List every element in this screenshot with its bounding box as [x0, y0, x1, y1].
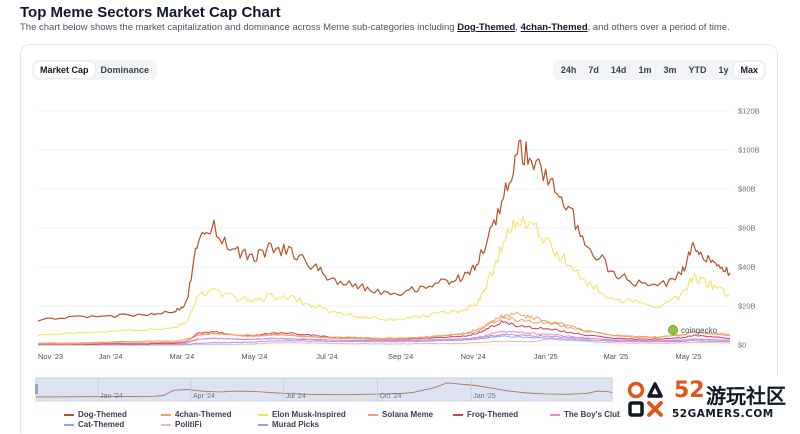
legend-item-dog[interactable]: Dog-Themed [64, 410, 127, 419]
legend-label: The Boy's Club [564, 410, 622, 419]
y-tick-label: $0 [738, 341, 746, 350]
navigator-tick-label: Oct '24 [379, 393, 401, 400]
y-axis: $0 $20B $40B $60B $80B $100B $120B [738, 107, 760, 350]
x-tick-label: Nov '23 [38, 352, 63, 361]
legend-swatch [161, 413, 171, 416]
legend-item-elon[interactable]: Elon Musk-Inspired [258, 410, 346, 419]
x-tick-label: May '24 [241, 352, 267, 361]
navigator-tick-label: Jan '24 [100, 393, 122, 400]
legend-label: 4chan-Themed [175, 410, 232, 419]
coingecko-watermark: coingecko [668, 325, 717, 335]
x-tick-label: Nov '24 [461, 352, 486, 361]
x-tick-label: Mar '25 [603, 352, 628, 361]
legend-swatch [64, 423, 74, 426]
series-line-elon [37, 216, 731, 337]
navigator-tick-label: Jul '24 [286, 393, 306, 400]
x-tick-label: Jul '24 [316, 352, 337, 361]
legend-label: Murad Picks [272, 420, 320, 429]
legend-swatch [258, 413, 268, 416]
range-ytd[interactable]: YTD [688, 65, 707, 75]
y-tick-label: $20B [738, 302, 756, 311]
navigator-series-line [35, 382, 613, 398]
legend-item-boys[interactable]: The Boy's Club [550, 410, 622, 419]
range-14d[interactable]: 14d [610, 65, 627, 75]
legend-item-politifi[interactable]: PolitiFi [161, 420, 202, 429]
x-tick-label: Jan '25 [534, 352, 558, 361]
series-line-frog [37, 320, 731, 346]
legend-item-frog[interactable]: Frog-Themed [453, 410, 518, 419]
series-line-dog [37, 139, 731, 322]
dog-themed-link[interactable]: Dog-Themed [457, 22, 516, 33]
legend-label: Cat-Themed [78, 420, 125, 429]
series-line-politifi [37, 338, 730, 346]
y-tick-label: $60B [738, 224, 756, 233]
x-tick-label: Sep '24 [388, 352, 413, 361]
legend-swatch [550, 413, 560, 416]
watermark-domain: 52GAMERS.COM [672, 408, 774, 420]
series-line-boys [37, 330, 731, 346]
range-navigator[interactable]: Jan '24 Apr '24 Jul '24 Oct '24 Jan '25 [35, 377, 613, 402]
range-max[interactable]: Max [734, 62, 764, 78]
series-line-cat [37, 335, 731, 346]
subtitle-text-end: , and others over a period of time. [587, 22, 730, 33]
page-subtitle: The chart below shows the market capital… [20, 22, 730, 33]
legend-item-cat[interactable]: Cat-Themed [64, 420, 124, 429]
gridlines [38, 110, 730, 346]
x-tick-label: Jan '24 [99, 352, 123, 361]
x-tick-label: Mar '24 [169, 352, 194, 361]
legend-swatch [64, 413, 74, 416]
subtitle-text: The chart below shows the market capital… [20, 22, 458, 33]
view-toggle: Market Cap Dominance [32, 60, 158, 80]
legend-item-solana[interactable]: Solana Meme [368, 410, 433, 419]
gamepad-logo-icon [627, 381, 663, 417]
chart-card [20, 44, 778, 434]
range-3m[interactable]: 3m [663, 65, 677, 75]
navigator-tick-label: Apr '24 [193, 393, 215, 400]
dominance-tab[interactable]: Dominance [100, 65, 150, 75]
legend-item-murad[interactable]: Murad Picks [258, 420, 319, 429]
y-tick-label: $120B [738, 107, 760, 116]
subtitle-sep: , [515, 22, 521, 33]
coingecko-icon [668, 325, 678, 335]
legend-label: Elon Musk-Inspired [272, 410, 346, 419]
range-24h[interactable]: 24h [560, 65, 577, 75]
navigator-tick-label: Jan '25 [473, 393, 495, 400]
market-cap-tab[interactable]: Market Cap [34, 62, 95, 78]
legend-label: PolitiFi [175, 420, 202, 429]
coingecko-label: coingecko [681, 325, 718, 335]
navigator-left-handle[interactable] [35, 384, 38, 394]
y-tick-label: $40B [738, 263, 756, 272]
legend-label: Solana Meme [382, 410, 434, 419]
page-title: Top Meme Sectors Market Cap Chart [20, 4, 281, 21]
x-axis: Nov '23 Jan '24 Mar '24 May '24 Jul '24 Sep '… [38, 352, 701, 361]
legend-swatch [161, 423, 171, 426]
range-1y[interactable]: 1y [718, 65, 729, 75]
legend-swatch [453, 413, 463, 416]
series-lines [37, 139, 731, 346]
legend-swatch [258, 423, 268, 426]
series-line-chan [37, 311, 731, 344]
range-7d[interactable]: 7d [588, 65, 599, 75]
y-tick-label: $80B [738, 185, 756, 194]
x-tick-label: May '25 [675, 352, 701, 361]
4chan-themed-link[interactable]: 4chan-Themed [520, 22, 588, 33]
range-selector: 24h 7d 14d 1m 3m YTD 1y Max [552, 60, 766, 80]
legend-label: Dog-Themed [78, 410, 127, 419]
y-tick-label: $100B [738, 146, 760, 155]
legend-item-chan[interactable]: 4chan-Themed [161, 410, 231, 419]
watermark-chinese: 游玩社区 [706, 384, 786, 408]
site-watermark: 52 游玩社区 52GAMERS.COM [620, 376, 800, 434]
legend-swatch [368, 413, 378, 416]
watermark-number: 52 [674, 378, 705, 403]
range-1m[interactable]: 1m [638, 65, 652, 75]
legend-label: Frog-Themed [467, 410, 519, 419]
